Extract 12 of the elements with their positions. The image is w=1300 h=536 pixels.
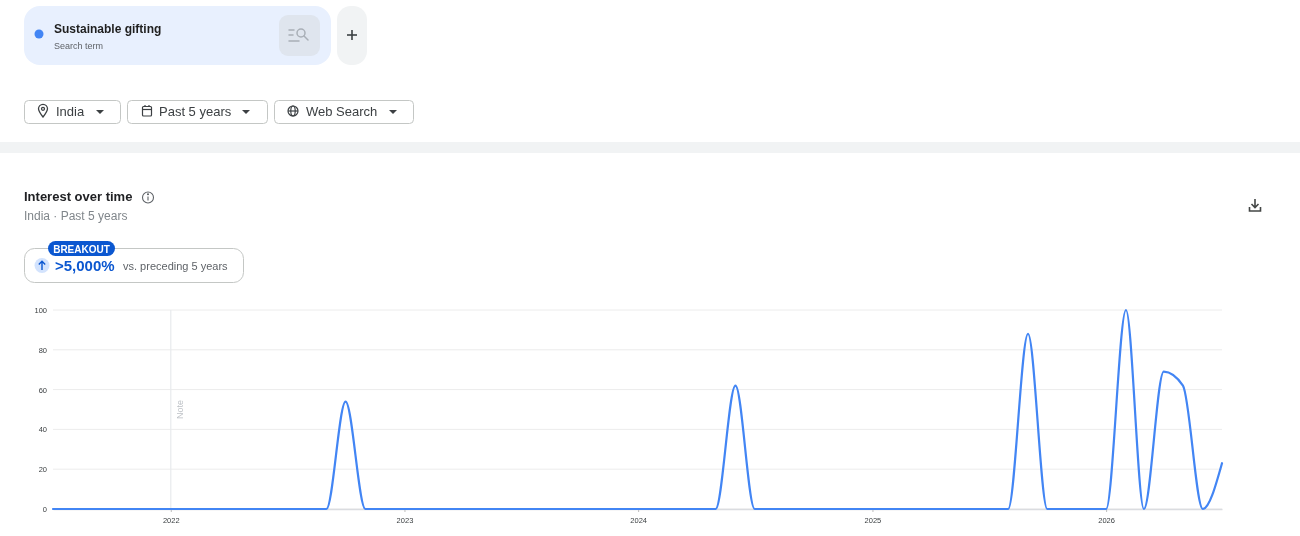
text: BREAKOUT: [53, 243, 110, 255]
text: Past 5 years: [159, 104, 232, 119]
legend-label: Sustainable gifting: [54, 22, 162, 36]
text: Web Search: [306, 104, 378, 119]
line-series: [51, 308, 1224, 511]
chart-subtitle: India · Past 5 years: [24, 209, 128, 223]
ref-line-label: Note: [174, 399, 185, 420]
text: India: [56, 104, 85, 119]
chart-title: Interest over time: [24, 189, 133, 204]
text: >5,000%: [55, 257, 115, 274]
text: vs. preceding 5 years: [123, 260, 229, 272]
text: Search term: [54, 41, 104, 51]
